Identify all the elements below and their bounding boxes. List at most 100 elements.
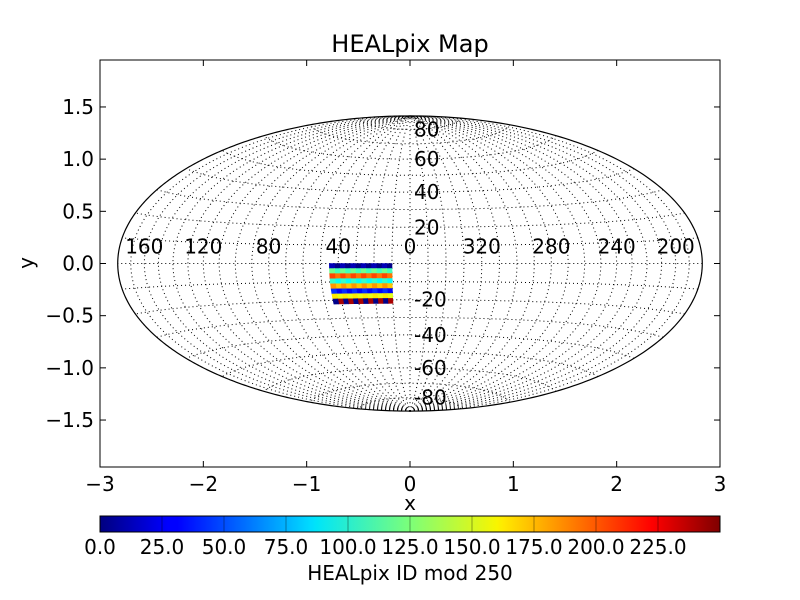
colorbar-frame	[99, 515, 721, 533]
healpix-pixel	[371, 283, 378, 289]
parallel-line	[122, 237, 698, 246]
healpix-pixel	[370, 278, 378, 284]
healpix-pixel	[329, 278, 336, 285]
healpix-pixel	[355, 273, 362, 279]
healpix-pixel	[334, 278, 342, 285]
healpix-pixel	[334, 263, 341, 269]
meridian-label: 320	[463, 235, 501, 259]
healpix-pixel	[360, 283, 368, 289]
healpix-pixel	[345, 288, 353, 295]
healpix-pixel	[329, 273, 336, 280]
healpix-pixel	[381, 268, 388, 274]
healpix-pixel	[349, 263, 356, 269]
healpix-pixel	[350, 278, 357, 285]
healpix-pixel	[331, 293, 339, 300]
healpix-pixel	[371, 293, 378, 299]
parallel-line	[221, 150, 599, 176]
x-tick-label: 1	[507, 472, 520, 496]
healpix-pixel	[330, 283, 337, 290]
meridian-line	[320, 115, 411, 412]
healpix-pixel	[340, 283, 347, 290]
colorbar-tick-label: 225.0	[629, 535, 686, 559]
healpix-pixel	[366, 283, 373, 289]
healpix-pixel	[360, 268, 367, 274]
y-axis-ticks: −1.5 −1.0 −0.5 0.0 0.5 1.0 1.5	[45, 95, 720, 432]
healpix-pixel	[350, 283, 357, 290]
x-tick-label: −2	[189, 472, 218, 496]
parallel-label: -60	[414, 356, 447, 380]
colorbar-tick-label: 25.0	[140, 535, 185, 559]
healpix-pixel	[387, 293, 394, 299]
healpix-pixel	[367, 298, 374, 304]
healpix-pixel	[366, 288, 373, 294]
parallel-line	[221, 351, 599, 377]
healpix-pixel	[360, 263, 367, 269]
healpix-pixel	[349, 268, 356, 274]
colorbar-ticks: 0.0 25.0 50.0 75.0 100.0 125.0 150.0 175.0 200.0…	[84, 535, 687, 559]
parallel-label: -40	[414, 323, 447, 347]
healpix-pixel	[329, 263, 335, 269]
meridian-line	[187, 115, 411, 412]
parallel-label: 40	[414, 180, 439, 204]
healpix-pixel	[381, 278, 388, 284]
healpix-pixel	[344, 273, 351, 280]
colorbar-tick-label: 0.0	[84, 535, 116, 559]
healpix-pixel	[355, 283, 362, 290]
parallel-line	[185, 334, 635, 359]
healpix-pixel	[356, 288, 363, 295]
healpix-pixel	[365, 278, 372, 284]
parallel-label: -80	[414, 386, 447, 410]
meridian-label: 0	[404, 235, 417, 259]
x-tick-label: −1	[292, 472, 321, 496]
healpix-pixel	[349, 273, 357, 279]
healpix-pixel	[386, 273, 393, 279]
healpix-pixel	[372, 298, 379, 304]
healpix-pixel	[386, 288, 393, 294]
x-axis-ticks: −3 −2 −1 0 1 2 3	[85, 60, 726, 496]
healpix-pixel	[370, 268, 377, 274]
meridian-label: 40	[325, 235, 350, 259]
healpix-pixel	[386, 278, 393, 284]
parallel-line	[185, 168, 635, 193]
healpix-pixel	[376, 273, 382, 279]
healpix-pixel	[361, 293, 368, 299]
healpix-pixel	[382, 293, 389, 299]
healpix-pixel	[360, 278, 367, 284]
meridian-line	[409, 115, 602, 412]
meridian-label: 80	[256, 235, 281, 259]
healpix-pixel	[375, 268, 382, 274]
parallel-line	[309, 124, 511, 145]
y-tick-label: 1.5	[62, 95, 94, 119]
healpix-pixel	[376, 283, 383, 289]
y-tick-label: −1.0	[45, 356, 94, 380]
x-tick-label: 2	[610, 472, 623, 496]
colorbar-tick-label: 200.0	[567, 535, 624, 559]
y-tick-label: 1.0	[62, 147, 94, 171]
healpix-pixel	[387, 298, 394, 304]
x-tick-label: 0	[404, 472, 417, 496]
healpix-pixel	[386, 268, 393, 274]
x-axis-label: x	[404, 491, 416, 515]
meridian-line	[409, 115, 429, 412]
healpix-pixel	[376, 288, 383, 294]
colorbar-dividers	[161, 516, 659, 532]
healpix-pixel	[355, 268, 361, 274]
healpix-pixel	[386, 283, 393, 289]
x-tick-label: 3	[714, 472, 727, 496]
parallel-line	[358, 397, 462, 410]
healpix-pixel	[386, 263, 393, 269]
healpix-pixel	[351, 288, 358, 295]
y-tick-label: −0.5	[45, 304, 94, 328]
meridian-line	[409, 115, 677, 412]
meridian-line	[409, 115, 648, 412]
healpix-pixel	[339, 268, 346, 274]
healpix-pixel	[366, 293, 373, 299]
y-tick-label: −1.5	[45, 408, 94, 432]
meridian-line	[251, 115, 411, 412]
parallel-label: -20	[414, 288, 447, 312]
colorbar-tick-label: 75.0	[264, 535, 309, 559]
healpix-pixel	[345, 278, 352, 285]
healpix-pixel	[382, 298, 389, 304]
meridian-line	[409, 115, 500, 412]
meridian-line	[234, 115, 411, 412]
